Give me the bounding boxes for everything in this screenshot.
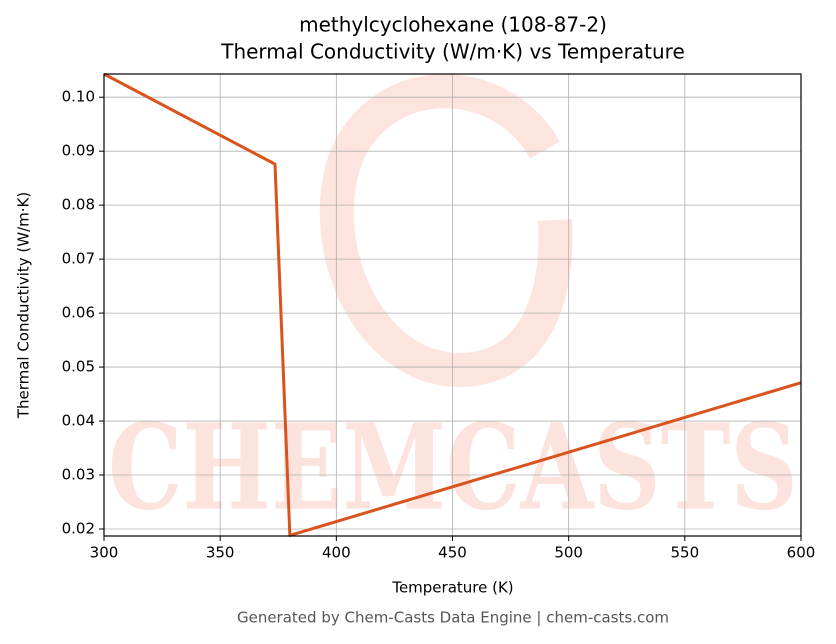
y-tick-label: 0.07 bbox=[62, 250, 95, 268]
y-tick-label: 0.03 bbox=[62, 466, 95, 484]
x-tick-label: 600 bbox=[787, 544, 816, 562]
x-tick-label: 500 bbox=[554, 544, 583, 562]
y-axis-label: Thermal Conductivity (W/m·K) bbox=[15, 192, 33, 419]
x-tick-label: 300 bbox=[90, 544, 119, 562]
y-tick-label: 0.08 bbox=[62, 196, 95, 214]
x-tick-label: 550 bbox=[671, 544, 700, 562]
y-tick-label: 0.02 bbox=[62, 519, 95, 537]
x-tick-label: 400 bbox=[322, 544, 351, 562]
plot-frame bbox=[103, 73, 802, 537]
y-tick-label: 0.09 bbox=[62, 142, 95, 160]
watermark: CHEMCASTS bbox=[108, 398, 798, 537]
y-tick-label: 0.10 bbox=[62, 88, 95, 106]
y-tick-label: 0.06 bbox=[62, 304, 95, 322]
chart-title: methylcyclohexane (108-87-2) bbox=[299, 13, 607, 37]
x-axis-label: Temperature (K) bbox=[391, 579, 513, 597]
x-tick-label: 350 bbox=[206, 544, 235, 562]
chart-subtitle: Thermal Conductivity (W/m·K) vs Temperat… bbox=[220, 40, 685, 64]
footer: Generated by Chem-Casts Data Engine | ch… bbox=[237, 609, 669, 627]
data-line bbox=[103, 72, 802, 537]
x-tick-label: 450 bbox=[438, 544, 467, 562]
y-tick-label: 0.04 bbox=[62, 412, 95, 430]
y-tick-label: 0.05 bbox=[62, 358, 95, 376]
watermark-logo bbox=[319, 74, 573, 388]
